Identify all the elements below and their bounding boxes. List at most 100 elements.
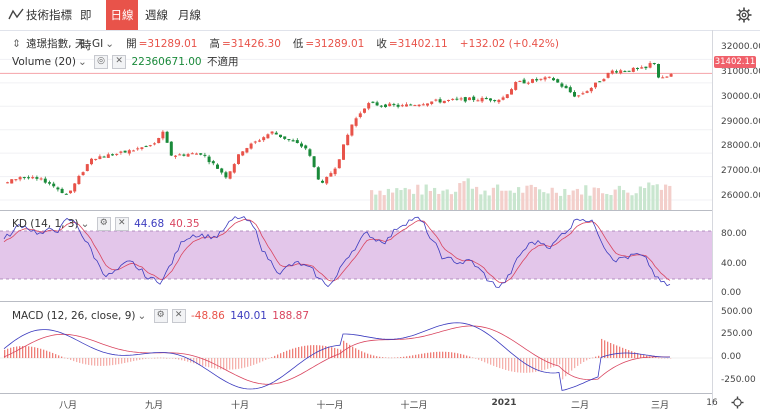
macd-histogram-bar (196, 358, 198, 365)
macd-histogram-bar (289, 349, 291, 358)
close-icon[interactable]: ✕ (114, 217, 129, 231)
macd-histogram-bar (451, 352, 453, 358)
volume-bar (487, 195, 491, 210)
volume-bar (462, 181, 466, 210)
date-label: 八月 (58, 401, 78, 411)
volume-bar (550, 187, 554, 210)
settings-icon[interactable] (731, 396, 744, 409)
volume-na: 不適用 (206, 56, 239, 68)
macd-histogram-bar (130, 358, 132, 362)
macd-histogram-bar (82, 358, 84, 364)
visibility-icon[interactable]: ◎ (94, 55, 109, 69)
symbol-label[interactable]: 遠璟指數, 天, GI (26, 38, 104, 50)
candle-body (539, 78, 543, 80)
low-value: =31289.01 (305, 38, 365, 50)
volume-bar (454, 191, 458, 210)
candle-body (245, 148, 249, 153)
macd-histogram-bar (283, 351, 285, 358)
macd-label[interactable]: MACD (12, 26, close, 9) (12, 310, 136, 322)
k-value: 44.68 (134, 218, 165, 230)
volume-bar (479, 194, 483, 210)
indicators-button[interactable]: 技術指標 (26, 8, 72, 22)
macd-histogram-bar (409, 355, 411, 358)
settings-icon[interactable]: ⚙ (96, 217, 111, 231)
macd-histogram-bar (223, 358, 225, 370)
interval-daily[interactable]: 日線 (106, 0, 138, 30)
macd-histogram-bar (118, 358, 120, 365)
kd-label[interactable]: KD (14, 1, 3) (12, 218, 79, 230)
kd-chart[interactable] (0, 211, 712, 301)
candle-body (476, 100, 480, 102)
indicator-icon[interactable] (8, 7, 24, 23)
interval-realtime[interactable]: 即時 (80, 8, 92, 52)
price-axis[interactable]: 32000.00 31000.00 30000.00 29000.00 2800… (712, 30, 760, 406)
pane-separator[interactable] (0, 210, 712, 211)
candle-body (35, 177, 39, 179)
collapse-icon[interactable]: ⇕ (12, 38, 21, 50)
macd-histogram-bar (205, 358, 207, 367)
volume-label[interactable]: Volume (20) (12, 56, 76, 68)
macd-histogram-bar (355, 348, 357, 358)
candle-body (354, 118, 358, 126)
volume-bar (559, 195, 563, 210)
volume-bar (613, 189, 617, 210)
date-axis[interactable]: 八月 九月 十月 十一月 十二月 2021 二月 三月 16 (0, 393, 744, 414)
candle-body (623, 71, 627, 73)
high-value: =31426.30 (222, 38, 281, 50)
candle-body (165, 131, 169, 143)
macd-histogram-bar (217, 358, 219, 369)
macd-histogram-bar (124, 358, 126, 363)
candle-body (463, 97, 467, 102)
date-label: 16 (706, 398, 718, 408)
macd-histogram-bar (22, 346, 24, 358)
candle-body (60, 188, 64, 193)
candle-body (241, 151, 245, 156)
interval-monthly[interactable]: 月線 (178, 8, 201, 22)
pane-separator[interactable] (0, 301, 712, 302)
macd-chart[interactable] (0, 302, 712, 394)
chevron-down-icon[interactable]: ⌄ (105, 38, 115, 50)
candle-body (329, 173, 333, 177)
macd-histogram-bar (49, 351, 51, 358)
macd-histogram-bar (352, 346, 354, 358)
macd-histogram-bar (658, 357, 660, 359)
candle-body (661, 77, 665, 79)
macd-histogram-bar (271, 357, 273, 358)
candle-body (178, 154, 182, 156)
candle-body (169, 141, 173, 156)
interval-weekly[interactable]: 週線 (145, 8, 168, 22)
candle-body (438, 99, 442, 103)
close-icon[interactable]: ✕ (171, 309, 186, 323)
candle-body (115, 153, 119, 155)
volume-bar (580, 194, 584, 210)
candle-body (295, 140, 299, 144)
macd-histogram-bar (370, 354, 372, 358)
chevron-down-icon[interactable]: ⌄ (137, 310, 147, 322)
price-chart[interactable] (0, 30, 712, 210)
settings-icon[interactable]: ⚙ (153, 309, 168, 323)
macd-histogram-bar (46, 350, 48, 358)
chevron-down-icon[interactable]: ⌄ (80, 218, 90, 230)
macd-histogram-bar (511, 358, 513, 372)
macd-histogram-bar (631, 351, 633, 358)
macd-histogram-bar (604, 340, 606, 358)
volume-bar (655, 184, 659, 210)
macd-histogram-bar (421, 353, 423, 358)
candle-body (568, 87, 572, 93)
volume-bar (538, 189, 542, 210)
macd-histogram-bar (664, 358, 666, 359)
volume-bar (437, 193, 441, 210)
macd-histogram-bar (103, 358, 105, 366)
settings-icon[interactable] (736, 7, 752, 23)
date-label: 十二月 (400, 401, 428, 411)
macd-histogram-bar (70, 358, 72, 361)
candle-body (581, 93, 585, 95)
macd-histogram-bar (607, 341, 609, 358)
candle-body (648, 63, 652, 68)
candle-body (203, 154, 207, 156)
candle-body (249, 143, 253, 149)
candle-body (602, 79, 606, 82)
close-icon[interactable]: ✕ (112, 55, 127, 69)
chevron-down-icon[interactable]: ⌄ (77, 56, 87, 68)
candle-body (560, 83, 564, 87)
